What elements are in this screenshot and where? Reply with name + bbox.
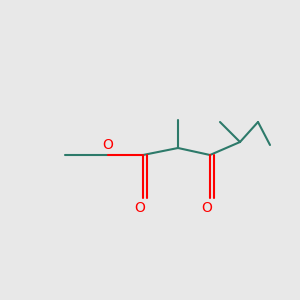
Text: O: O <box>135 201 146 215</box>
Text: O: O <box>202 201 212 215</box>
Text: O: O <box>103 138 113 152</box>
